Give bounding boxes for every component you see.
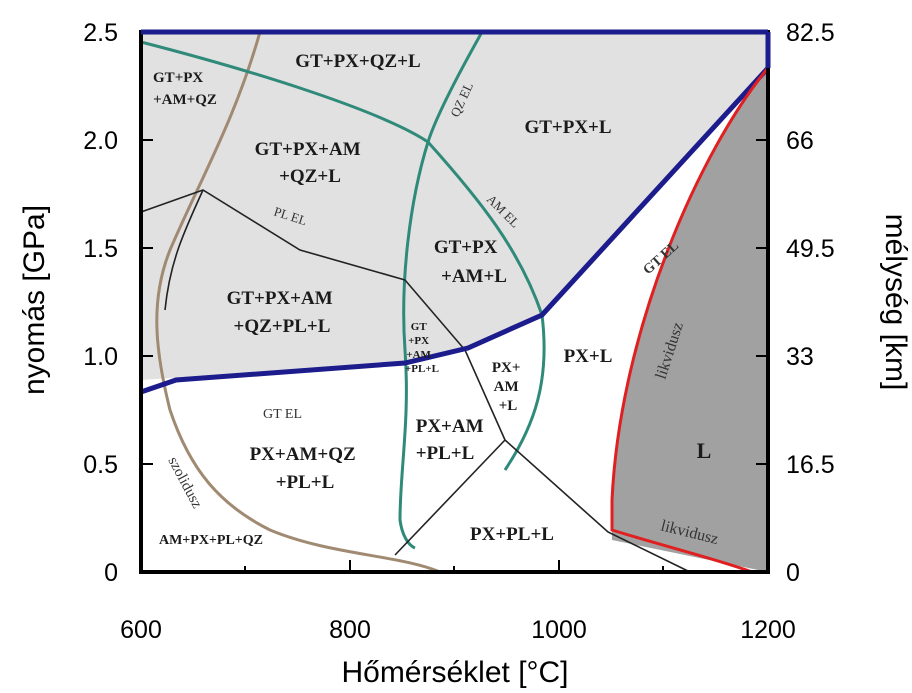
field-gt-px-am-l: GT+PX +AM+L (434, 237, 507, 287)
y-tick-marks (141, 139, 768, 465)
field-gt-px-am-pl-l: GT +PX +AM +PL+L (405, 321, 439, 375)
liquidus-curve (610, 67, 770, 574)
field-px-am-pl-l: PX+AM +PL+L (416, 416, 489, 464)
y-axis-title-left: nyomás [GPa] (18, 205, 51, 395)
szolidusz-label: szolidusz (164, 454, 204, 511)
field-gt-px-am-qz: GT+PX +AM+QZ (153, 70, 217, 108)
field-gt-px-am-qz-pl-l: GT+PX+AM +QZ+PL+L (227, 288, 338, 337)
y-tick-label: 1.0 (83, 343, 118, 371)
liquid-region (612, 68, 768, 572)
x-tick-label: 1000 (531, 616, 587, 644)
x-tick-marks (140, 560, 769, 572)
x-tick-label: 600 (120, 616, 162, 644)
gt-el-lower-label: GT EL (263, 407, 302, 422)
quartz-el-curve (426, 31, 484, 143)
y-tick-label: 0 (104, 559, 118, 587)
y-tick-label: 2.5 (83, 19, 118, 47)
field-am-px-pl-qz: AM+PX+PL+QZ (159, 533, 263, 548)
amphibole-out-lower-curve (398, 141, 430, 550)
solidus-curve (155, 31, 441, 574)
field-px-pl-l: PX+PL+L (470, 524, 554, 545)
reaction-line-a (164, 189, 204, 311)
x-tick-label: 1200 (740, 616, 796, 644)
y-tick-label: 2.0 (83, 127, 118, 155)
amphibole-out-upper-curve (140, 40, 429, 144)
field-px-am-qz-pl-l: PX+AM+QZ +PL+L (250, 444, 361, 493)
depth-tick-label: 0 (786, 559, 800, 587)
reaction-line-c (394, 439, 506, 556)
depth-tick-label: 16.5 (786, 451, 835, 479)
y-tick-label: 0.5 (83, 451, 118, 479)
field-gt-px-qz-l: GT+PX+QZ+L (295, 51, 420, 72)
field-px-l: PX+L (564, 346, 613, 367)
depth-tick-label: 66 (786, 127, 814, 155)
depth-tick-label: 33 (786, 343, 814, 371)
field-gt-px-l: GT+PX+L (524, 117, 611, 138)
x-tick-label: 800 (329, 616, 371, 644)
x-axis-title: Hőmérséklet [°C] (341, 656, 568, 689)
garnet-el-curve (140, 66, 770, 395)
garnet-stable-region (141, 32, 768, 380)
top-border-accent (141, 29, 771, 68)
plagioclase-el-curve (140, 189, 406, 281)
y-axis-title-right: mélység [km] (879, 214, 912, 391)
field-gt-px-am-qz-l: GT+PX+AM +QZ+L (255, 139, 366, 187)
field-px-am-l: PX+ AM +L (492, 360, 524, 414)
field-l: L (697, 438, 712, 463)
depth-tick-label: 49.5 (786, 235, 835, 263)
depth-tick-label: 82.5 (786, 19, 835, 47)
y-tick-label: 1.5 (83, 235, 118, 263)
